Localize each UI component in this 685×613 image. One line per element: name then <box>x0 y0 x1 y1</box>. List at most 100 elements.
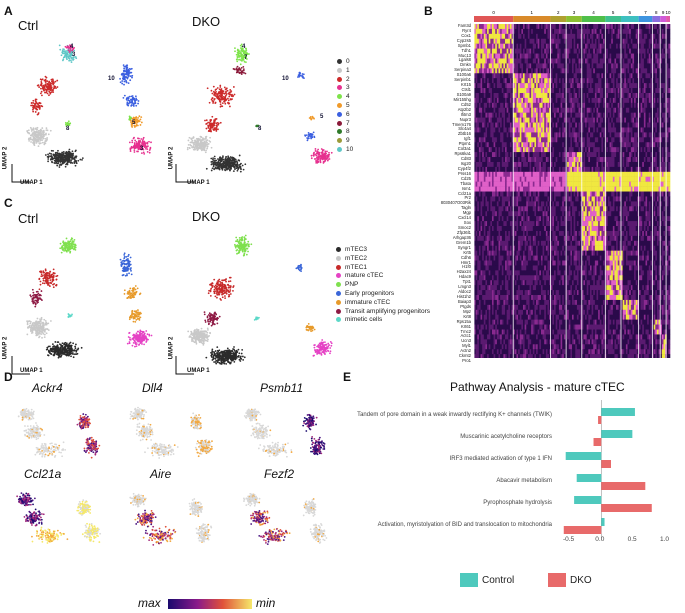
umap-c-dko-right-cell <box>297 268 300 271</box>
umap-c-dko-cell <box>196 336 199 339</box>
umap-a-ctrl-cell <box>68 122 71 125</box>
heatmap-cell <box>630 24 633 30</box>
umap-a-dko-cell <box>236 163 239 166</box>
umap-a-ctrl-right-cell <box>125 67 128 70</box>
umap-a-dko-cell <box>219 95 222 98</box>
umap-c-dko-cell <box>233 360 236 363</box>
umap-c-dko-cell <box>193 331 196 334</box>
umap-c-ctrl-right-cell <box>134 345 136 348</box>
umap-c-ctrl-right-cell <box>147 338 149 341</box>
umap-a-ctrl-cell <box>41 94 43 97</box>
umap-a-ctrl-cell <box>41 127 44 129</box>
umap-a-dko-cell <box>190 137 192 140</box>
umap-a-ctrl-cell <box>39 92 42 95</box>
umap-a-dko-cell <box>212 102 214 104</box>
legend-c-label: mTEC2 <box>345 254 368 262</box>
umap-c-ctrl-cell <box>44 322 47 325</box>
umap-a-dko-cell <box>221 102 224 104</box>
umap-c-dko-cell <box>218 293 221 296</box>
umap-a-dko-cell <box>227 162 230 165</box>
umap-a-ctrl-cell <box>47 133 50 136</box>
umap-c-dko-cell <box>230 359 233 362</box>
umap-c-ctrl-cell <box>57 341 60 344</box>
umap-a-dko-cell <box>199 140 202 142</box>
umap-a-ctrl-cell <box>38 86 41 88</box>
umap-c-ctrl-cell <box>44 330 46 333</box>
umap-c-ctrl-right-cell <box>136 315 139 318</box>
umap-a-dko-cell <box>212 85 215 88</box>
umap-a-ctrl-right-cell <box>149 146 152 149</box>
heatmap-cell <box>527 28 530 35</box>
umap-c-ctrl-cell <box>58 348 60 351</box>
legend-a-item: 3 <box>337 84 350 91</box>
umap-a-ctrl-cell <box>68 52 71 55</box>
heatmap-cell <box>660 28 663 35</box>
umap-c-dko-cell <box>219 280 221 283</box>
heatmap-cell <box>638 28 641 35</box>
umap-a-ctrl-right-cell <box>119 77 121 80</box>
cluster-number-label: 8 <box>66 126 70 132</box>
umap-c-ctrl-cell <box>40 328 43 331</box>
heatmap-cell <box>653 24 656 30</box>
umap-a-ctrl-right-cell <box>148 140 150 143</box>
umap-a-dko-cell <box>227 99 230 102</box>
umap-a-dko-cell <box>224 169 227 172</box>
umap-c-ctrl-cell <box>60 246 63 249</box>
umap-a-dko-cell <box>241 164 244 167</box>
heatmap-cell <box>621 28 623 35</box>
umap-c-dko-cell <box>213 315 215 318</box>
umap-c-dko-cell <box>222 361 225 363</box>
umap-c-dko-cell <box>205 356 208 359</box>
umap-a-ctrl-right-cell <box>130 71 133 74</box>
legend-a-item: 6 <box>337 111 350 118</box>
umap-a-ctrl-right-cell <box>148 151 151 154</box>
umap-a-dko-cell <box>231 163 234 166</box>
umap-a-dko-cell <box>225 156 227 158</box>
umap-c-ctrl-cell <box>38 336 40 339</box>
umap-axis-arrow <box>175 356 194 375</box>
umap-c-ctrl-cell <box>47 322 50 325</box>
umap-a-dko-cell <box>211 97 214 99</box>
umap-a-ctrl-cell <box>39 138 41 141</box>
umap-a-ctrl-cell <box>61 151 63 154</box>
umap-c-ctrl-right-cell <box>126 291 129 293</box>
umap-a-dko-right-cell <box>306 139 309 142</box>
umap-c-ctrl-cell <box>66 344 69 347</box>
umap-c-ctrl-cell <box>26 322 29 324</box>
umap-c-dko-cell <box>201 335 204 337</box>
umap-c-ctrl-right-cell <box>129 256 132 259</box>
panel-a-umap1-dko: UMAP 1 <box>187 180 210 186</box>
umap-c-dko-cell <box>218 353 221 356</box>
umap-a-dko-cell <box>236 65 239 68</box>
umap-a-dko-cell <box>222 158 225 161</box>
umap-a-dko-right-cell <box>297 76 299 78</box>
umap-a-ctrl-cell <box>63 48 65 51</box>
umap-c-dko-cell <box>225 359 228 362</box>
umap-c-dko-cell <box>216 296 218 299</box>
heatmap-cell <box>506 28 509 35</box>
heatmap-cell <box>477 24 480 30</box>
umap-c-dko-cell <box>247 240 250 243</box>
umap-c-dko-cell <box>242 245 245 248</box>
umap-a-dko-cell <box>228 168 231 171</box>
umap-a-ctrl-cell <box>61 153 64 156</box>
heatmap-cell <box>568 28 571 35</box>
umap-a-dko-right-cell <box>314 158 316 160</box>
heatmap-cell <box>526 24 529 30</box>
umap-a-dko-right-cell <box>314 153 317 156</box>
umap-a-dko-cell <box>240 43 243 46</box>
umap-c-dko-cell <box>207 329 209 331</box>
umap-c-ctrl-cell <box>42 328 45 331</box>
umap-a-ctrl-right-cell <box>129 75 132 78</box>
umap-c-ctrl-cell <box>40 333 43 335</box>
umap-c-ctrl-cell <box>30 326 32 329</box>
umap-c-dko-cell <box>213 290 215 293</box>
umap-c-dko-cell <box>232 357 235 360</box>
umap-a-dko-right-cell <box>321 149 324 152</box>
umap-c-dko-cell <box>239 355 242 358</box>
umap-a-ctrl-right-cell <box>121 80 124 82</box>
umap-a-dko-right-cell <box>318 151 321 154</box>
umap-c-ctrl-cell <box>67 343 70 346</box>
umap-c-ctrl-right-cell <box>133 296 136 299</box>
legend-c-item: mTEC2 <box>336 255 367 262</box>
